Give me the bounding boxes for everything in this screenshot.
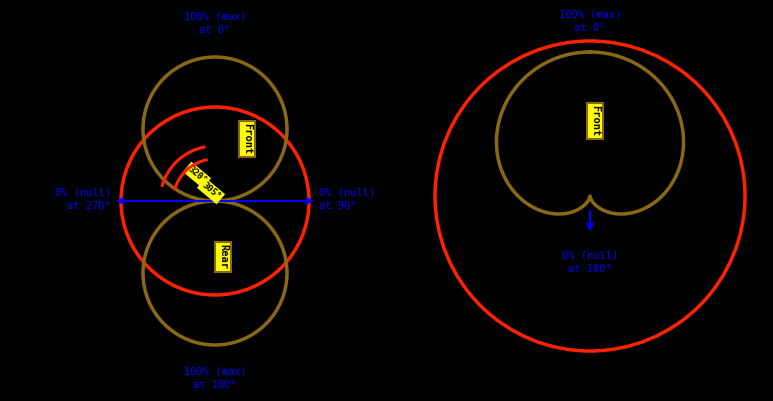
Text: 100% (max)
at 0°: 100% (max) at 0°	[184, 12, 247, 35]
Text: 100% (max)
at 180°: 100% (max) at 180°	[184, 367, 247, 390]
Text: 0% (null)
at 270°: 0% (null) at 270°	[55, 187, 111, 211]
Text: Front: Front	[590, 105, 600, 137]
Text: Rear: Rear	[218, 245, 228, 269]
Text: 0% (null)
at 180°: 0% (null) at 180°	[562, 251, 618, 274]
Text: 320°: 320°	[186, 165, 208, 185]
Text: 305°: 305°	[200, 180, 222, 201]
Text: 100% (max)
at 0°: 100% (max) at 0°	[559, 10, 621, 33]
Text: Front: Front	[242, 124, 252, 155]
Text: 0% (null)
at 90°: 0% (null) at 90°	[319, 187, 375, 211]
